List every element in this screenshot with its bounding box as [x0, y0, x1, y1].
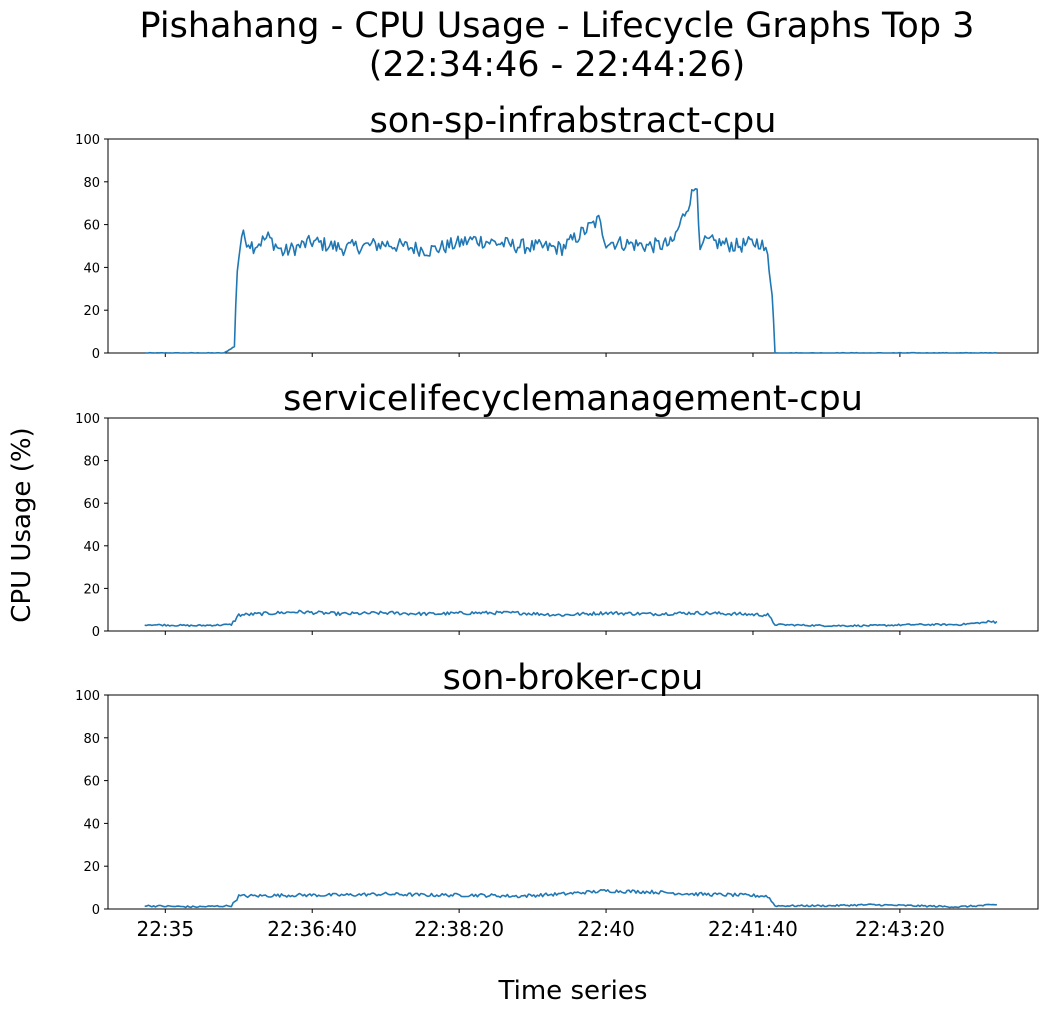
y-tick-label: 80 — [83, 455, 100, 470]
x-tick-label: 22:35 — [136, 917, 194, 941]
y-tick-label: 60 — [83, 219, 100, 234]
subplot-3: son-broker-cpu 0 20 40 60 80 100 22:35 22:36:40 2… — [75, 658, 1039, 941]
subplot-title: servicelifecyclemanagement-cpu — [283, 379, 863, 419]
subplot-2: servicelifecyclemanagement-cpu 0 20 40 60 80 1… — [75, 379, 1039, 640]
y-tick-label: 60 — [83, 775, 100, 790]
y-tick-label: 100 — [75, 689, 100, 704]
series-line — [144, 188, 998, 354]
y-tick-label: 40 — [83, 817, 100, 832]
x-tick-label: 22:41:40 — [708, 917, 798, 941]
y-tick-label: 20 — [83, 582, 100, 597]
x-tick-label: 22:43:20 — [855, 917, 945, 941]
axes-frame — [107, 417, 1039, 632]
y-tick-label: 100 — [75, 133, 100, 148]
x-tick-label: 22:38:20 — [414, 917, 504, 941]
axes-frame — [107, 138, 1039, 354]
series-line — [144, 888, 997, 909]
y-tick-label: 100 — [75, 412, 100, 427]
y-axis-label: CPU Usage (%) — [7, 427, 37, 622]
figure-title-line1: Pishahang - CPU Usage - Lifecycle Graphs… — [140, 6, 975, 46]
y-tick-label: 20 — [83, 304, 100, 319]
y-tick-label: 40 — [83, 540, 100, 555]
y-tick-label: 0 — [92, 903, 100, 918]
y-tick-label: 20 — [83, 860, 100, 875]
x-tick-label: 22:40 — [577, 917, 635, 941]
x-axis-label: Time series — [498, 976, 648, 1006]
subplot-title: son-broker-cpu — [443, 658, 704, 698]
series-line — [144, 609, 998, 628]
subplots: son-sp-infrabstract-cpu020406080100servi… — [75, 101, 1039, 941]
axes-frame — [107, 694, 1039, 910]
y-tick-label: 40 — [83, 261, 100, 276]
figure-title-line2: (22:34:46 - 22:44:26) — [369, 45, 746, 85]
y-tick-label: 0 — [92, 347, 100, 362]
x-tick-label: 22:36:40 — [267, 917, 357, 941]
y-tick-label: 80 — [83, 732, 100, 747]
subplot-title: son-sp-infrabstract-cpu — [370, 101, 777, 141]
y-tick-label: 0 — [92, 625, 100, 640]
y-tick-label: 60 — [83, 497, 100, 512]
y-tick-label: 80 — [83, 176, 100, 191]
subplot-1: son-sp-infrabstract-cpu 0 20 40 60 80 100 — [75, 101, 1039, 362]
